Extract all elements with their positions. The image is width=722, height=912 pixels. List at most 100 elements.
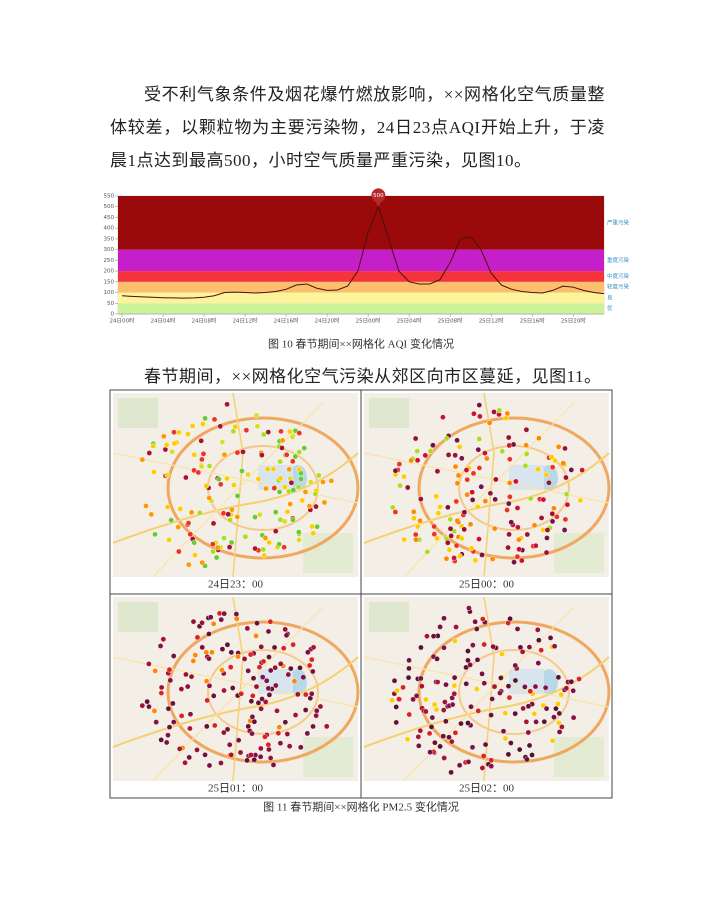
monitor-dot xyxy=(533,542,539,549)
monitor-dot xyxy=(451,674,458,681)
ring-road xyxy=(207,649,319,735)
monitor-dot xyxy=(262,699,269,705)
monitor-dot xyxy=(210,621,217,627)
monitor-dot xyxy=(422,452,429,459)
monitor-dot xyxy=(276,724,283,730)
monitor-dot xyxy=(543,549,550,556)
monitor-dot xyxy=(280,645,287,652)
monitor-dot xyxy=(510,441,517,448)
monitor-dot xyxy=(538,515,545,521)
monitor-dot xyxy=(199,644,206,651)
monitor-dot xyxy=(245,668,251,674)
monitor-dot xyxy=(468,703,474,710)
monitor-dot xyxy=(463,467,470,473)
monitor-dot xyxy=(478,483,485,490)
monitor-dot xyxy=(464,491,470,498)
road xyxy=(403,402,575,578)
monitor-dot xyxy=(314,523,320,530)
monitor-dot xyxy=(424,549,431,555)
panel-caption: 25日02：00 xyxy=(459,783,514,795)
monitor-dot xyxy=(519,557,525,564)
monitor-dot xyxy=(491,683,498,690)
monitor-dot xyxy=(427,749,433,755)
monitor-dot xyxy=(479,552,485,558)
monitor-dot xyxy=(538,647,544,653)
monitor-dot xyxy=(238,690,244,697)
monitor-dot xyxy=(479,765,486,771)
monitor-dot xyxy=(288,665,294,672)
monitor-dot xyxy=(568,678,575,685)
monitor-dot xyxy=(160,433,167,440)
x-tick-label: 24日08时 xyxy=(192,317,217,325)
monitor-dot xyxy=(195,469,202,476)
monitor-dot xyxy=(313,503,319,510)
monitor-dot xyxy=(489,696,495,702)
monitor-dot xyxy=(465,720,471,726)
x-tick-label: 25日16时 xyxy=(520,317,545,325)
monitor-dot xyxy=(432,739,438,746)
monitor-dot xyxy=(543,471,550,478)
monitor-dot xyxy=(163,739,170,746)
x-tick-label: 25日08时 xyxy=(438,317,463,325)
monitor-dot xyxy=(302,707,309,713)
monitor-dot xyxy=(144,698,150,705)
monitor-dot xyxy=(508,519,515,526)
monitor-dot xyxy=(405,674,412,681)
map-panel: 25日02：00 xyxy=(363,596,611,795)
monitor-dot xyxy=(453,624,459,630)
monitor-dot xyxy=(465,648,471,654)
monitor-dot xyxy=(225,511,231,518)
monitor-dot xyxy=(476,536,482,542)
monitor-dot xyxy=(139,456,146,463)
paragraph: 春节期间，××网格化空气污染从郊区向市区蔓延，见图11。 xyxy=(144,367,602,386)
monitor-dot xyxy=(527,495,534,502)
monitor-dot xyxy=(184,683,191,690)
monitor-dot xyxy=(464,476,471,483)
monitor-dot xyxy=(523,451,530,457)
monitor-dot xyxy=(203,678,210,684)
monitor-dot xyxy=(430,633,437,639)
monitor-dot xyxy=(253,683,260,690)
peak-label: 500 xyxy=(373,193,384,199)
monitor-dot xyxy=(540,496,547,503)
monitor-dot xyxy=(227,517,233,523)
monitor-dot xyxy=(431,701,438,708)
ring-road xyxy=(166,620,360,764)
monitor-dot xyxy=(197,510,203,516)
monitor-dot xyxy=(228,649,235,656)
monitor-dot xyxy=(562,445,568,452)
monitor-dot xyxy=(552,457,558,464)
monitor-dot xyxy=(536,435,542,442)
monitor-dot xyxy=(279,437,286,444)
monitor-dot xyxy=(224,641,231,648)
monitor-dot xyxy=(290,641,296,648)
monitor-dot xyxy=(192,552,198,558)
monitor-dot xyxy=(440,414,446,420)
monitor-dot xyxy=(488,763,495,769)
monitor-dot xyxy=(146,450,153,456)
monitor-dot xyxy=(482,741,489,748)
monitor-dot xyxy=(563,474,569,481)
monitor-dot xyxy=(234,514,241,520)
monitor-dot xyxy=(454,480,461,487)
monitor-dot xyxy=(188,509,195,516)
monitor-dot xyxy=(175,524,181,530)
monitor-dot xyxy=(514,626,521,632)
monitor-dot xyxy=(278,428,284,435)
monitor-dot xyxy=(472,618,478,625)
monitor-dot xyxy=(287,501,293,507)
map-panel: 25日01：00 xyxy=(112,596,360,795)
monitor-dot xyxy=(454,517,461,524)
monitor-dot xyxy=(248,698,255,704)
monitor-dot xyxy=(285,671,292,678)
monitor-dot xyxy=(490,643,496,650)
road xyxy=(483,596,495,782)
monitor-dot xyxy=(480,616,486,622)
monitor-dot xyxy=(491,409,497,415)
monitor-dot xyxy=(451,555,457,561)
monitor-dot xyxy=(210,520,217,527)
monitor-dot xyxy=(186,754,193,761)
monitor-dot xyxy=(546,479,552,486)
monitor-dot xyxy=(507,494,513,500)
monitor-dot xyxy=(234,449,241,456)
